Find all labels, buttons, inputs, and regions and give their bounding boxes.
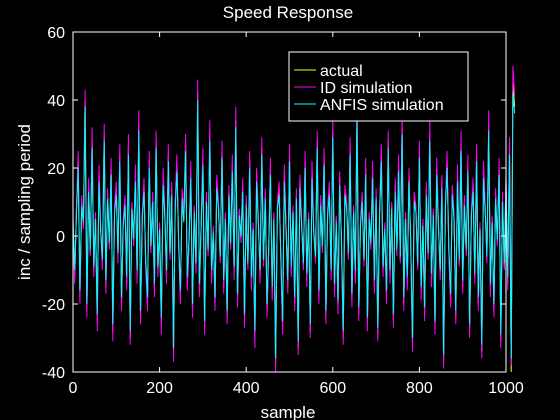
legend-label: ANFIS simulation [320,97,444,114]
x-tick-label: 1000 [488,380,524,397]
tick-layer: 0 200 400 600 800 1000 -40 -20 0 20 40 60 [42,25,524,397]
legend-label: actual [320,63,363,80]
x-axis-label: sample [261,403,316,420]
x-tick-label: 0 [69,380,78,397]
y-axis-label: inc / sampling period [15,124,34,280]
y-tick-label: 40 [47,93,65,110]
y-tick-label: 20 [47,161,65,178]
chart-title: Speed Response [223,3,353,22]
x-tick-label: 800 [406,380,433,397]
series-layer [72,65,516,373]
plot-frame [72,31,507,373]
y-tick-label: 60 [47,25,65,42]
x-tick-label: 400 [233,380,260,397]
legend-box [288,51,469,122]
x-tick-label: 200 [146,380,173,397]
y-tick-label: -20 [42,297,65,314]
series-line-2 [72,93,516,359]
x-tick-label: 600 [319,380,346,397]
y-tick-label: -40 [42,365,65,382]
legend-label: ID simulation [320,80,412,97]
y-tick-label: 0 [56,229,65,246]
